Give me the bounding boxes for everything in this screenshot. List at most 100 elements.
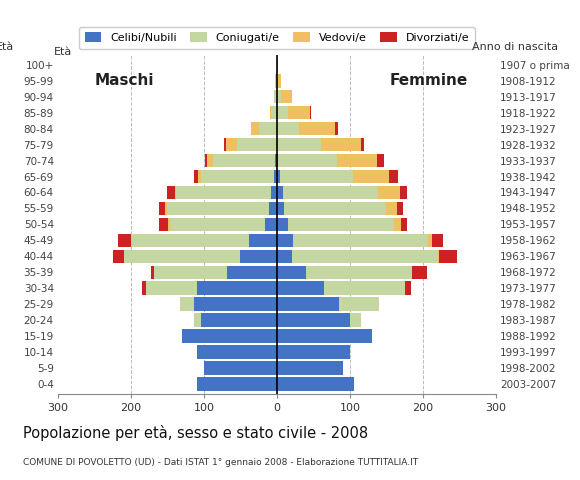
Bar: [288, 217, 394, 231]
Text: COMUNE DI POVOLETTO (UD) - Dati ISTAT 1° gennaio 2008 - Elaborazione TUTTITALIA.: COMUNE DI POVOLETTO (UD) - Dati ISTAT 1°…: [23, 458, 418, 468]
Bar: [278, 154, 337, 168]
Bar: [277, 234, 293, 247]
Text: Femmine: Femmine: [390, 73, 468, 88]
Bar: [227, 265, 277, 279]
Bar: [277, 202, 284, 215]
Bar: [401, 217, 407, 231]
Bar: [271, 186, 277, 199]
Bar: [182, 329, 277, 343]
Bar: [277, 170, 280, 183]
Bar: [205, 154, 207, 168]
Bar: [277, 58, 278, 72]
Bar: [439, 250, 457, 263]
Bar: [124, 250, 241, 263]
Bar: [251, 122, 259, 135]
Text: Anno di nascita: Anno di nascita: [472, 42, 559, 52]
Bar: [194, 298, 277, 311]
Bar: [207, 154, 213, 168]
Bar: [142, 281, 146, 295]
Bar: [277, 122, 299, 135]
Bar: [277, 298, 339, 311]
Bar: [321, 138, 361, 151]
Bar: [284, 202, 386, 215]
Bar: [277, 250, 292, 263]
Bar: [428, 234, 432, 247]
Bar: [131, 234, 132, 247]
Bar: [306, 265, 412, 279]
Bar: [277, 217, 288, 231]
Bar: [224, 138, 226, 151]
Bar: [271, 106, 277, 120]
Bar: [204, 361, 277, 375]
Bar: [288, 106, 310, 120]
Bar: [437, 250, 439, 263]
Bar: [277, 281, 324, 295]
Bar: [194, 313, 201, 327]
Bar: [269, 202, 277, 215]
Bar: [394, 217, 401, 231]
Bar: [277, 329, 372, 343]
Bar: [377, 154, 384, 168]
Bar: [160, 202, 165, 215]
Bar: [197, 377, 277, 391]
Bar: [237, 138, 277, 151]
Bar: [197, 281, 277, 295]
Bar: [168, 217, 170, 231]
Bar: [264, 217, 277, 231]
Bar: [337, 154, 377, 168]
Bar: [198, 170, 201, 183]
Bar: [277, 106, 288, 120]
Bar: [151, 265, 154, 279]
Bar: [113, 250, 124, 263]
Bar: [249, 234, 277, 247]
Bar: [118, 234, 131, 247]
Bar: [280, 170, 353, 183]
Bar: [270, 106, 271, 120]
Bar: [277, 377, 354, 391]
Bar: [361, 138, 364, 151]
Bar: [324, 281, 405, 295]
Bar: [275, 154, 277, 168]
Bar: [168, 186, 175, 199]
Bar: [132, 234, 249, 247]
Bar: [201, 313, 277, 327]
Bar: [154, 265, 227, 279]
Bar: [299, 122, 335, 135]
Bar: [241, 250, 277, 263]
Bar: [276, 74, 277, 87]
Bar: [274, 170, 277, 183]
Bar: [160, 217, 168, 231]
Bar: [378, 186, 400, 199]
Bar: [226, 138, 237, 151]
Bar: [281, 90, 292, 104]
Bar: [353, 170, 389, 183]
Bar: [350, 313, 361, 327]
Text: Età: Età: [55, 47, 72, 57]
Legend: Celibi/Nubili, Coniugati/e, Vedovi/e, Divorziati/e: Celibi/Nubili, Coniugati/e, Vedovi/e, Di…: [79, 27, 474, 49]
Bar: [405, 281, 411, 295]
Bar: [170, 217, 264, 231]
Bar: [274, 90, 277, 104]
Bar: [277, 361, 343, 375]
Bar: [400, 186, 407, 199]
Bar: [166, 202, 269, 215]
Bar: [386, 202, 397, 215]
Bar: [277, 90, 281, 104]
Bar: [335, 122, 338, 135]
Bar: [197, 345, 277, 359]
Bar: [397, 202, 403, 215]
Text: Popolazione per età, sesso e stato civile - 2008: Popolazione per età, sesso e stato civil…: [23, 425, 368, 441]
Bar: [175, 186, 176, 199]
Bar: [277, 345, 350, 359]
Bar: [277, 154, 278, 168]
Bar: [259, 122, 277, 135]
Bar: [194, 170, 198, 183]
Bar: [213, 154, 275, 168]
Bar: [277, 313, 350, 327]
Text: Maschi: Maschi: [95, 73, 154, 88]
Bar: [277, 138, 321, 151]
Bar: [412, 265, 426, 279]
Bar: [201, 170, 274, 183]
Bar: [389, 170, 398, 183]
Bar: [310, 106, 311, 120]
